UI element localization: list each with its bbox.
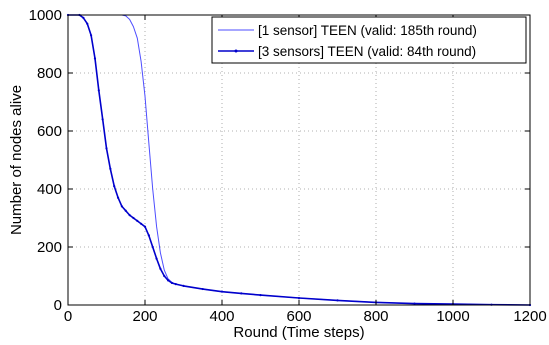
series-point-2 (159, 267, 162, 270)
series-point-2 (120, 205, 123, 208)
series-point-2 (116, 196, 120, 199)
y-tick-label: 600 (37, 123, 62, 140)
series-point-2 (201, 287, 204, 291)
series-point-2 (140, 222, 143, 225)
x-axis-label: Round (Time steps) (233, 324, 364, 341)
y-tick-label: 1000 (29, 7, 62, 24)
series-point-2 (86, 22, 89, 25)
x-tick-label: 200 (132, 308, 157, 325)
series-point-2 (109, 167, 112, 170)
series-point-2 (220, 290, 224, 293)
legend: [1 sensor] TEEN (valid: 185th round) [3 s… (211, 16, 527, 64)
series-point-2 (167, 279, 170, 282)
series-point-2 (101, 118, 104, 121)
x-tick-label: 1000 (436, 308, 469, 325)
legend-label-1: [1 sensor] TEEN (valid: 185th round) (258, 23, 477, 38)
series-point-2 (97, 89, 100, 92)
series-point-2 (259, 294, 262, 297)
legend-box (211, 16, 527, 64)
y-tick-label: 400 (37, 181, 62, 198)
x-tick-label: 600 (286, 308, 311, 325)
legend-marker-2 (234, 49, 238, 53)
series-point-2 (182, 284, 185, 287)
series-layer (66, 13, 532, 307)
series-point-2 (163, 274, 166, 278)
series-point-2 (93, 57, 97, 60)
series-point-2 (151, 245, 154, 249)
x-tick-label: 400 (209, 308, 234, 325)
legend-label-2: [3 sensors] TEEN (valid: 84th round) (258, 44, 476, 59)
series-point-2 (297, 296, 301, 300)
series-point-2 (136, 219, 139, 222)
series-point-2 (90, 34, 93, 37)
series-point-2 (132, 216, 135, 220)
series-point-2 (113, 185, 116, 188)
axis-ticks: 0 200 400 600 800 1000 1200 0 200 400 600 800 1000 (29, 7, 547, 325)
x-tick-label: 1200 (513, 308, 546, 325)
series-point-2 (336, 299, 339, 302)
series-point-2 (155, 257, 158, 260)
series-point-2 (170, 281, 174, 285)
y-axis-label: Number of nodes alive (8, 85, 25, 235)
y-tick-label: 0 (54, 297, 62, 314)
series-point-2 (128, 214, 131, 217)
series-point-2 (240, 292, 243, 295)
y-tick-label: 200 (37, 239, 62, 256)
series-point-2 (143, 225, 147, 228)
x-tick-label: 0 (64, 308, 72, 325)
x-tick-label: 800 (363, 308, 388, 325)
series-point-2 (147, 234, 150, 237)
series-point-2 (174, 283, 177, 286)
series-point-2 (105, 147, 108, 150)
series-point-2 (82, 16, 85, 19)
series-point-2 (413, 302, 416, 305)
series-point-2 (124, 209, 127, 212)
y-tick-label: 800 (37, 65, 62, 82)
